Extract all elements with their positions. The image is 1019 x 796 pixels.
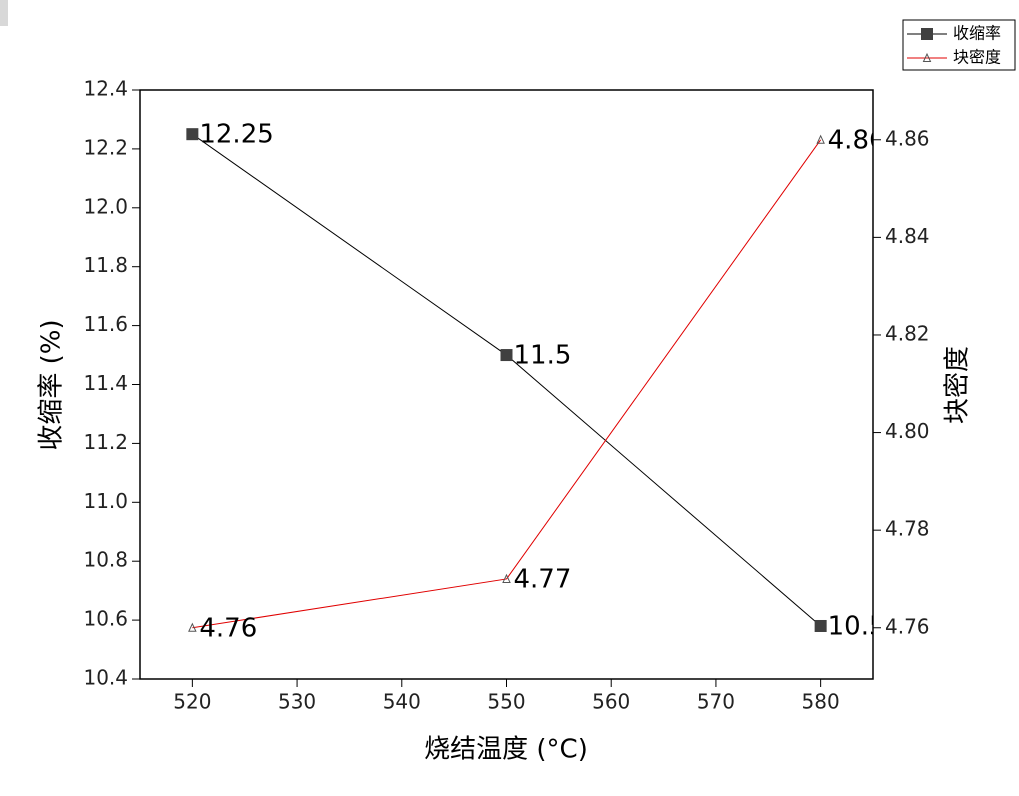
- triangle-marker: [502, 573, 511, 583]
- value-label: 12.25: [199, 120, 273, 150]
- y-tick-label: 10.8: [83, 548, 128, 572]
- x-tick-label: 520: [173, 690, 211, 714]
- square-marker: [814, 619, 827, 632]
- triangle-marker: [922, 52, 932, 62]
- y-tick-label: 11.8: [83, 253, 128, 277]
- y-tick-label: 10.6: [83, 607, 128, 631]
- y-tick-label: 11.2: [83, 430, 128, 454]
- x-tick-label: 560: [592, 690, 630, 714]
- x-tick-label: 580: [802, 690, 840, 714]
- y2-tick-label: 4.86: [885, 126, 930, 150]
- y2-tick-label: 4.80: [885, 419, 930, 443]
- x-tick-label: 550: [487, 690, 525, 714]
- value-label: 4.86: [828, 125, 886, 155]
- x-tick-label: 540: [383, 690, 421, 714]
- legend-label: 块密度: [953, 48, 1001, 67]
- corner-mark: [0, 0, 8, 26]
- y2-axis-label: 块密度: [943, 346, 973, 424]
- y-tick-label: 12.0: [83, 194, 128, 218]
- y-tick-label: 11.6: [83, 312, 128, 336]
- y-tick-label: 12.2: [83, 135, 128, 159]
- series-line: [192, 139, 822, 629]
- y-axis-label: 收缩率 (%): [37, 319, 67, 450]
- y-tick-label: 11.4: [83, 371, 128, 395]
- x-tick-label: 570: [697, 690, 735, 714]
- plot-area: 12.25 11.5 10.58 4.76 4.77 4.86: [186, 120, 902, 643]
- legend-label: 收缩率: [953, 24, 1001, 43]
- y-tick-label: 10.4: [83, 666, 128, 690]
- y-tick-label: 12.4: [83, 77, 128, 101]
- value-label: 4.76: [199, 613, 257, 643]
- square-marker: [500, 349, 513, 362]
- y2-tick-label: 4.82: [885, 321, 930, 345]
- y-tick-label: 11.0: [83, 489, 128, 513]
- plot-frame: [139, 89, 874, 680]
- triangle-marker: [816, 134, 825, 144]
- y2-tick-label: 4.76: [885, 614, 930, 638]
- x-tick-label: 530: [278, 690, 316, 714]
- y2-tick-label: 4.84: [885, 224, 930, 248]
- triangle-marker: [188, 622, 197, 632]
- value-label: 4.77: [514, 564, 572, 594]
- square-marker: [186, 128, 199, 141]
- value-label: 10.58: [828, 611, 902, 641]
- square-marker: [921, 28, 933, 40]
- series-line: [192, 133, 821, 627]
- y2-tick-label: 4.78: [885, 517, 930, 541]
- value-label: 11.5: [514, 341, 572, 371]
- x-axis-label: 烧结温度 (°C): [424, 735, 588, 765]
